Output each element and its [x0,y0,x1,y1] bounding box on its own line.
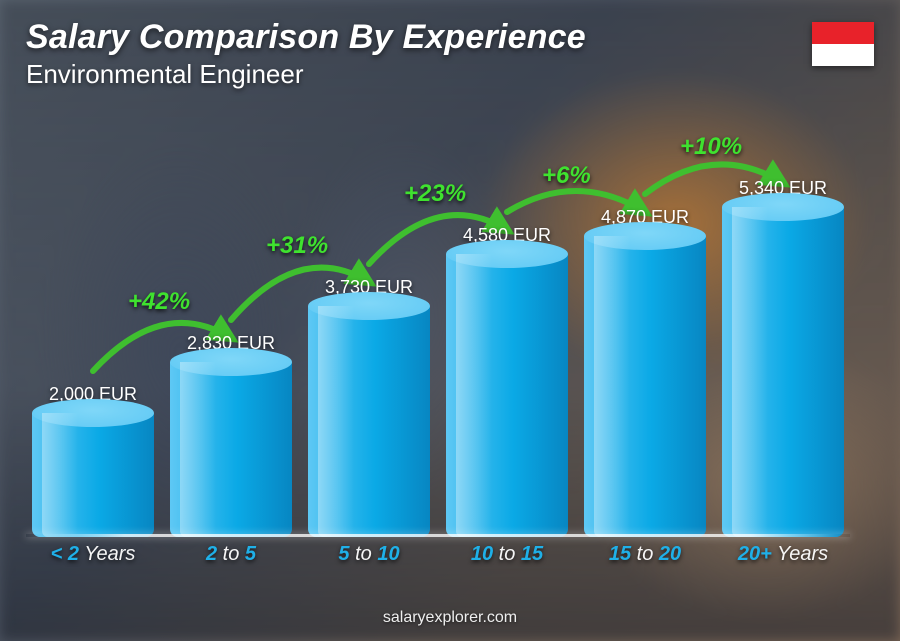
x-axis-label: 10 to 15 [446,537,568,571]
x-axis: < 2 Years 2 to 5 5 to 10 10 to 15 15 to 20 20… [26,537,850,571]
bar [584,236,706,537]
bar-highlight [318,306,355,537]
bar-highlight [456,254,493,537]
bar-highlight [42,413,79,537]
bar-slot: 2,830 EUR [170,333,292,537]
bars-container: 2,000 EUR2,830 EUR3,730 EUR4,580 EUR4,87… [26,110,850,537]
bar-slot: 4,870 EUR [584,207,706,537]
country-flag [812,22,874,66]
x-axis-label: 15 to 20 [584,537,706,571]
x-axis-label: 5 to 10 [308,537,430,571]
bar-slot: 4,580 EUR [446,225,568,537]
x-axis-label: < 2 Years [32,537,154,571]
bar-highlight [594,236,631,537]
bar [722,207,844,537]
bar-highlight [732,207,769,537]
bar-slot: 5,340 EUR [722,178,844,537]
bar-slot: 3,730 EUR [308,277,430,537]
page-title: Salary Comparison By Experience [26,18,874,57]
page-subtitle: Environmental Engineer [26,59,874,90]
salary-bar-chart: 2,000 EUR2,830 EUR3,730 EUR4,580 EUR4,87… [26,110,850,571]
bar-highlight [180,362,217,537]
flag-bottom-stripe [812,44,874,66]
footer-credit: salaryexplorer.com [0,609,900,627]
bar [308,306,430,537]
header: Salary Comparison By Experience Environm… [26,18,874,90]
bar-slot: 2,000 EUR [32,384,154,537]
flag-top-stripe [812,22,874,44]
x-axis-label: 20+ Years [722,537,844,571]
bar [170,362,292,537]
x-axis-label: 2 to 5 [170,537,292,571]
bar [32,413,154,537]
bar [446,254,568,537]
